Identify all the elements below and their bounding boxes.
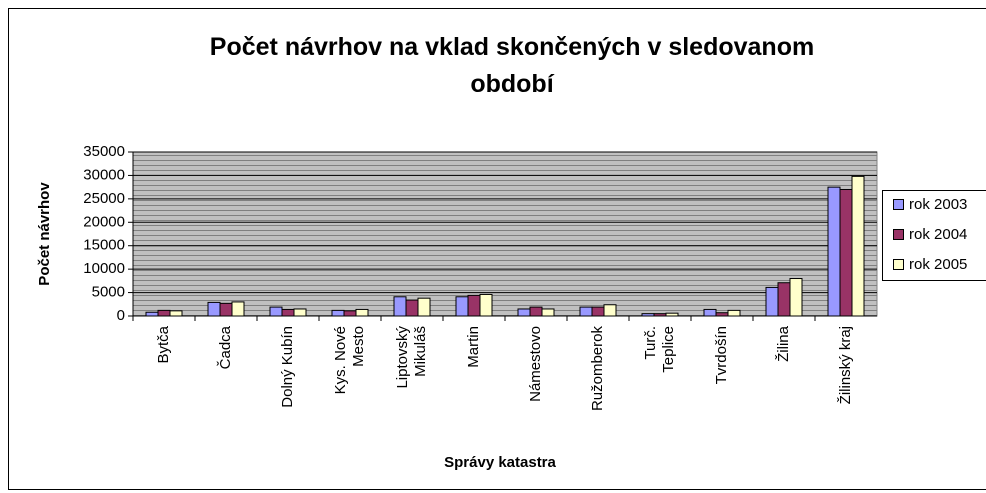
bar <box>269 306 283 317</box>
y-tick-label: 25000 <box>83 190 125 207</box>
bar <box>157 309 171 317</box>
bar <box>529 306 543 317</box>
bar <box>827 186 841 317</box>
bar <box>765 286 779 317</box>
x-tick-label: LiptovskýMikuláš <box>394 326 429 389</box>
x-tick-label: Žilinský kraj <box>837 326 854 404</box>
y-tick-label: 35000 <box>83 143 125 160</box>
x-tick-label: Martin <box>465 326 482 368</box>
bar <box>343 310 357 317</box>
y-tick-label: 30000 <box>83 166 125 183</box>
x-tick-label: Tvrdošín <box>713 326 730 384</box>
plot-area <box>132 151 878 317</box>
y-tick-label: 0 <box>117 307 125 324</box>
bar <box>393 296 407 317</box>
bar <box>231 301 245 317</box>
bar <box>355 308 369 317</box>
chart-title: Počet návrhov na vklad skončených v sled… <box>210 33 814 98</box>
x-tick-label: Dolný Kubín <box>279 326 296 408</box>
legend-swatch <box>893 199 904 210</box>
y-tick-label: 20000 <box>83 213 125 230</box>
legend-swatch <box>893 259 904 270</box>
bar <box>851 175 865 317</box>
x-tick-label: Kys. NovéMesto <box>332 326 367 394</box>
bar <box>789 278 803 317</box>
bar <box>455 296 469 317</box>
bar <box>207 301 221 317</box>
bar <box>715 312 729 317</box>
bar <box>479 293 493 317</box>
bar <box>641 313 655 317</box>
x-tick-label: Námestovo <box>527 326 544 402</box>
y-axis-title: Počet návrhov <box>36 182 53 286</box>
x-tick-label: Ružomberok <box>589 326 606 412</box>
bar <box>145 311 159 317</box>
bar <box>665 312 679 317</box>
x-tick-label: Turč.Teplice <box>642 326 677 373</box>
bar <box>169 310 183 317</box>
legend-swatch <box>893 229 904 240</box>
y-tick-label: 10000 <box>83 260 125 277</box>
bar <box>591 306 605 317</box>
bar <box>281 308 295 317</box>
bar <box>405 299 419 317</box>
bar <box>417 297 431 317</box>
legend-label: rok 2004 <box>909 226 967 243</box>
legend-label: rok 2005 <box>909 256 967 273</box>
bar <box>603 304 617 317</box>
bar <box>541 308 555 317</box>
bar <box>777 282 791 317</box>
x-axis-title: Správy katastra <box>444 454 556 471</box>
bar <box>653 313 667 317</box>
bar <box>579 306 593 317</box>
bar <box>727 309 741 317</box>
x-tick-label: Žilina <box>775 325 792 362</box>
y-tick-label: 15000 <box>83 237 125 254</box>
bar <box>467 294 481 317</box>
bar <box>293 308 307 317</box>
x-tick-label: Bytča <box>155 325 172 363</box>
bar <box>839 188 853 317</box>
bar <box>219 302 233 317</box>
bar <box>703 308 717 317</box>
x-tick-label: Čadca <box>217 325 234 369</box>
bar <box>517 308 531 317</box>
y-tick-label: 5000 <box>92 284 125 301</box>
legend-label: rok 2003 <box>909 196 967 213</box>
bar <box>331 309 345 317</box>
